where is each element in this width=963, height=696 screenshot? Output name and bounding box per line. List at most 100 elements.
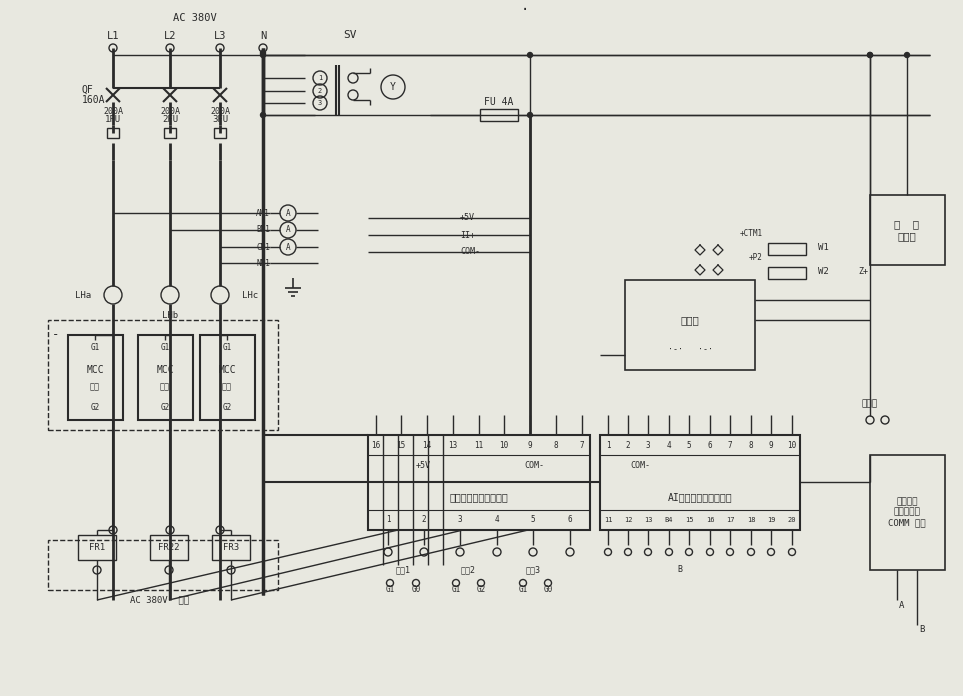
Text: L3: L3 [214, 31, 226, 41]
Text: AI人工智能工业调节器: AI人工智能工业调节器 [667, 492, 732, 502]
Bar [200, 335, 255, 420]
Text: 160A: 160A [82, 95, 106, 105]
Text: 1: 1 [386, 516, 390, 525]
Text: G1: G1 [385, 585, 395, 594]
Text: B: B [678, 565, 683, 574]
Text: G2: G2 [91, 402, 99, 411]
Text: G2: G2 [477, 585, 485, 594]
Text: 9: 9 [768, 441, 773, 450]
Text: 接触3: 接触3 [526, 565, 540, 574]
Text: MCC: MCC [156, 365, 173, 375]
Bar [870, 195, 945, 265]
Text: G2: G2 [222, 402, 232, 411]
Text: +CTM1: +CTM1 [740, 230, 763, 239]
Text: 4: 4 [666, 441, 671, 450]
Text: +5V: +5V [415, 461, 430, 470]
Bar [138, 335, 193, 420]
Text: 7: 7 [728, 441, 732, 450]
Text: W1: W1 [818, 244, 829, 253]
Text: L2: L2 [164, 31, 176, 41]
Text: A: A [286, 209, 290, 217]
Bar [48, 320, 278, 430]
Text: +P2: +P2 [749, 253, 763, 262]
Bar [68, 335, 123, 420]
Text: 13: 13 [643, 517, 652, 523]
Text: 2: 2 [422, 516, 427, 525]
Text: 20: 20 [788, 517, 796, 523]
Text: 14: 14 [423, 441, 431, 450]
Text: BM1: BM1 [256, 226, 270, 235]
Text: 10: 10 [788, 441, 796, 450]
Text: 4: 4 [495, 516, 499, 525]
Text: -: - [52, 329, 60, 342]
Text: 13: 13 [449, 441, 457, 450]
Text: 11: 11 [475, 441, 483, 450]
Text: 9: 9 [528, 441, 533, 450]
Text: 8: 8 [554, 441, 559, 450]
Text: 200A: 200A [210, 106, 230, 116]
Text: LHb: LHb [162, 310, 178, 319]
Text: 固电继: 固电继 [681, 315, 699, 325]
Text: MCC: MCC [86, 365, 104, 375]
Text: FU 4A: FU 4A [484, 97, 513, 107]
Text: 温度自控
上位机系统
COMM 接口: 温度自控 上位机系统 COMM 接口 [888, 497, 925, 527]
Bar [870, 455, 945, 570]
Text: 16: 16 [372, 441, 380, 450]
Circle shape [261, 51, 266, 56]
Text: II+: II+ [460, 230, 475, 239]
Text: 6: 6 [567, 516, 572, 525]
Text: MCC: MCC [219, 365, 236, 375]
Text: 3: 3 [457, 516, 462, 525]
Text: 10: 10 [500, 441, 508, 450]
Text: G1: G1 [91, 342, 99, 351]
Text: 加热元: 加热元 [862, 400, 878, 409]
Bar [150, 535, 188, 560]
Text: B4: B4 [664, 517, 673, 523]
Text: G1: G1 [452, 585, 460, 594]
Text: NM1: NM1 [256, 258, 270, 267]
Text: QF: QF [82, 85, 93, 95]
Text: 三相变频调速调度设备: 三相变频调速调度设备 [450, 492, 508, 502]
Text: CM1: CM1 [256, 242, 270, 251]
Text: 温  度
显示仪: 温 度 显示仪 [895, 219, 920, 241]
Text: B: B [920, 626, 924, 635]
Bar [768, 267, 806, 279]
Text: ·: · [521, 3, 530, 17]
Bar [214, 128, 226, 138]
Text: AM1: AM1 [256, 209, 270, 217]
Circle shape [261, 113, 266, 118]
Text: L1: L1 [107, 31, 119, 41]
Text: FR3: FR3 [223, 542, 239, 551]
Text: 6: 6 [708, 441, 713, 450]
Circle shape [904, 52, 909, 58]
Circle shape [868, 52, 872, 58]
Text: 3FU: 3FU [212, 116, 228, 125]
Bar [625, 280, 755, 370]
Text: 2: 2 [626, 441, 631, 450]
Text: G1: G1 [222, 342, 232, 351]
Text: 1FU: 1FU [105, 116, 121, 125]
Text: 接触2: 接触2 [460, 565, 476, 574]
Text: W2: W2 [818, 267, 829, 276]
Text: 模块: 模块 [90, 383, 100, 391]
Text: A: A [286, 242, 290, 251]
Text: 200A: 200A [103, 106, 123, 116]
Text: 18: 18 [746, 517, 755, 523]
Text: COM-: COM- [630, 461, 650, 470]
Text: 17: 17 [726, 517, 734, 523]
Circle shape [528, 113, 533, 118]
Text: G2: G2 [161, 402, 169, 411]
Text: ·-·   ·-·: ·-· ·-· [667, 345, 713, 354]
Text: N: N [260, 31, 266, 41]
Text: AC 380V  负载: AC 380V 负载 [130, 596, 190, 605]
Text: 8: 8 [748, 441, 753, 450]
Bar [480, 109, 518, 121]
Text: SV: SV [343, 30, 356, 40]
Circle shape [261, 52, 266, 58]
Text: 16: 16 [706, 517, 715, 523]
Text: Z+: Z+ [858, 267, 868, 276]
Circle shape [528, 52, 533, 58]
Text: 5: 5 [531, 516, 535, 525]
Text: +5V: +5V [460, 214, 475, 223]
Text: G0: G0 [411, 585, 421, 594]
